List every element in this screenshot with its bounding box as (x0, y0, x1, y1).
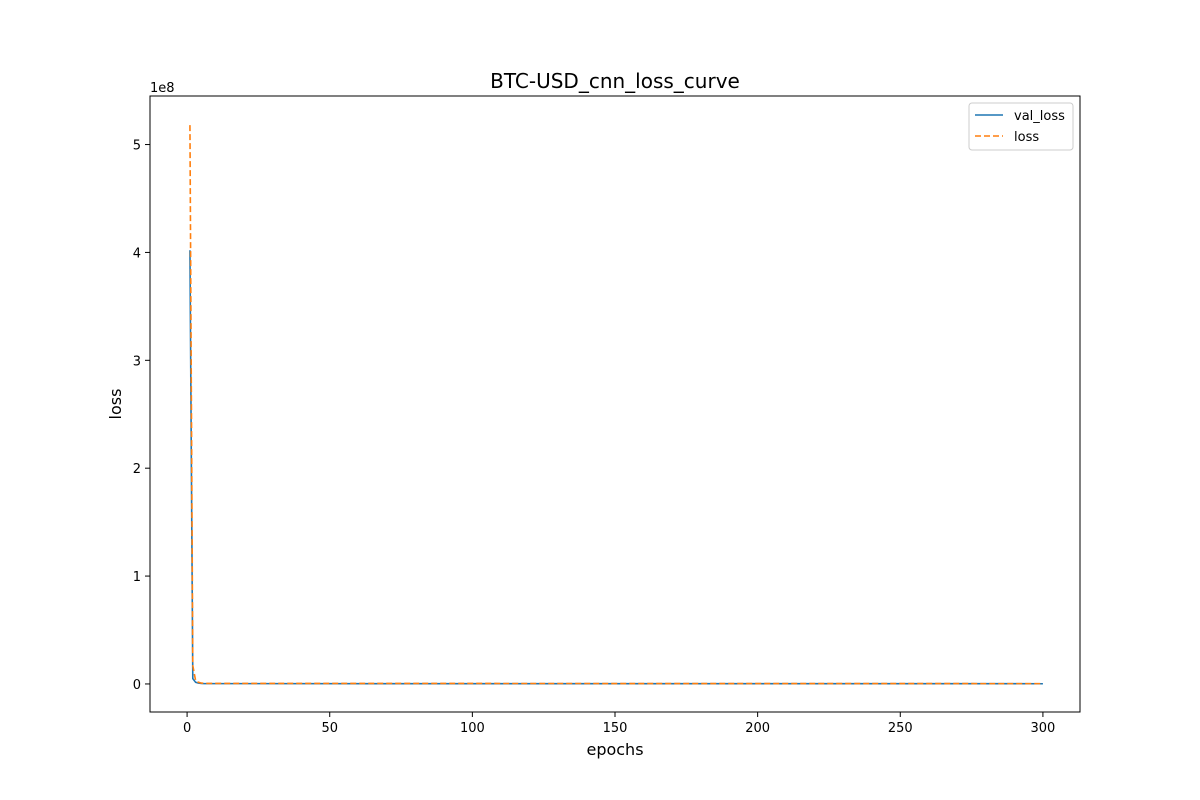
y-tick-label: 1 (133, 570, 141, 585)
x-tick-label: 100 (460, 721, 485, 736)
legend-entry-val_loss: val_loss (1014, 109, 1065, 124)
y-tick-label: 4 (133, 246, 141, 261)
x-tick-label: 150 (603, 721, 628, 736)
plot-frame (149, 95, 1081, 713)
series-line-loss (189, 125, 1043, 685)
x-tick-label: 250 (888, 721, 913, 736)
x-tick-label: 200 (745, 721, 770, 736)
x-tick-label: 300 (1031, 721, 1056, 736)
y-axis-ticks: 0 1 2 3 4 5 (133, 139, 150, 693)
y-offset-label: 1e8 (150, 81, 175, 96)
y-tick-label: 2 (133, 462, 141, 477)
x-axis-ticks: 0 50 100 150 200 250 300 (183, 712, 1055, 736)
series-line-val_loss (189, 250, 1043, 685)
y-tick-label: 5 (133, 139, 141, 154)
plot-lines (189, 125, 1043, 685)
x-tick-label: 50 (321, 721, 338, 736)
y-tick-label: 0 (133, 678, 141, 693)
y-tick-label: 3 (133, 354, 141, 369)
chart-title: BTC-USD_cnn_loss_curve (490, 69, 740, 93)
x-tick-label: 0 (183, 721, 191, 736)
legend-entry-loss: loss (1014, 130, 1039, 145)
y-axis-label: loss (106, 389, 125, 420)
x-axis-label: epochs (586, 740, 643, 759)
